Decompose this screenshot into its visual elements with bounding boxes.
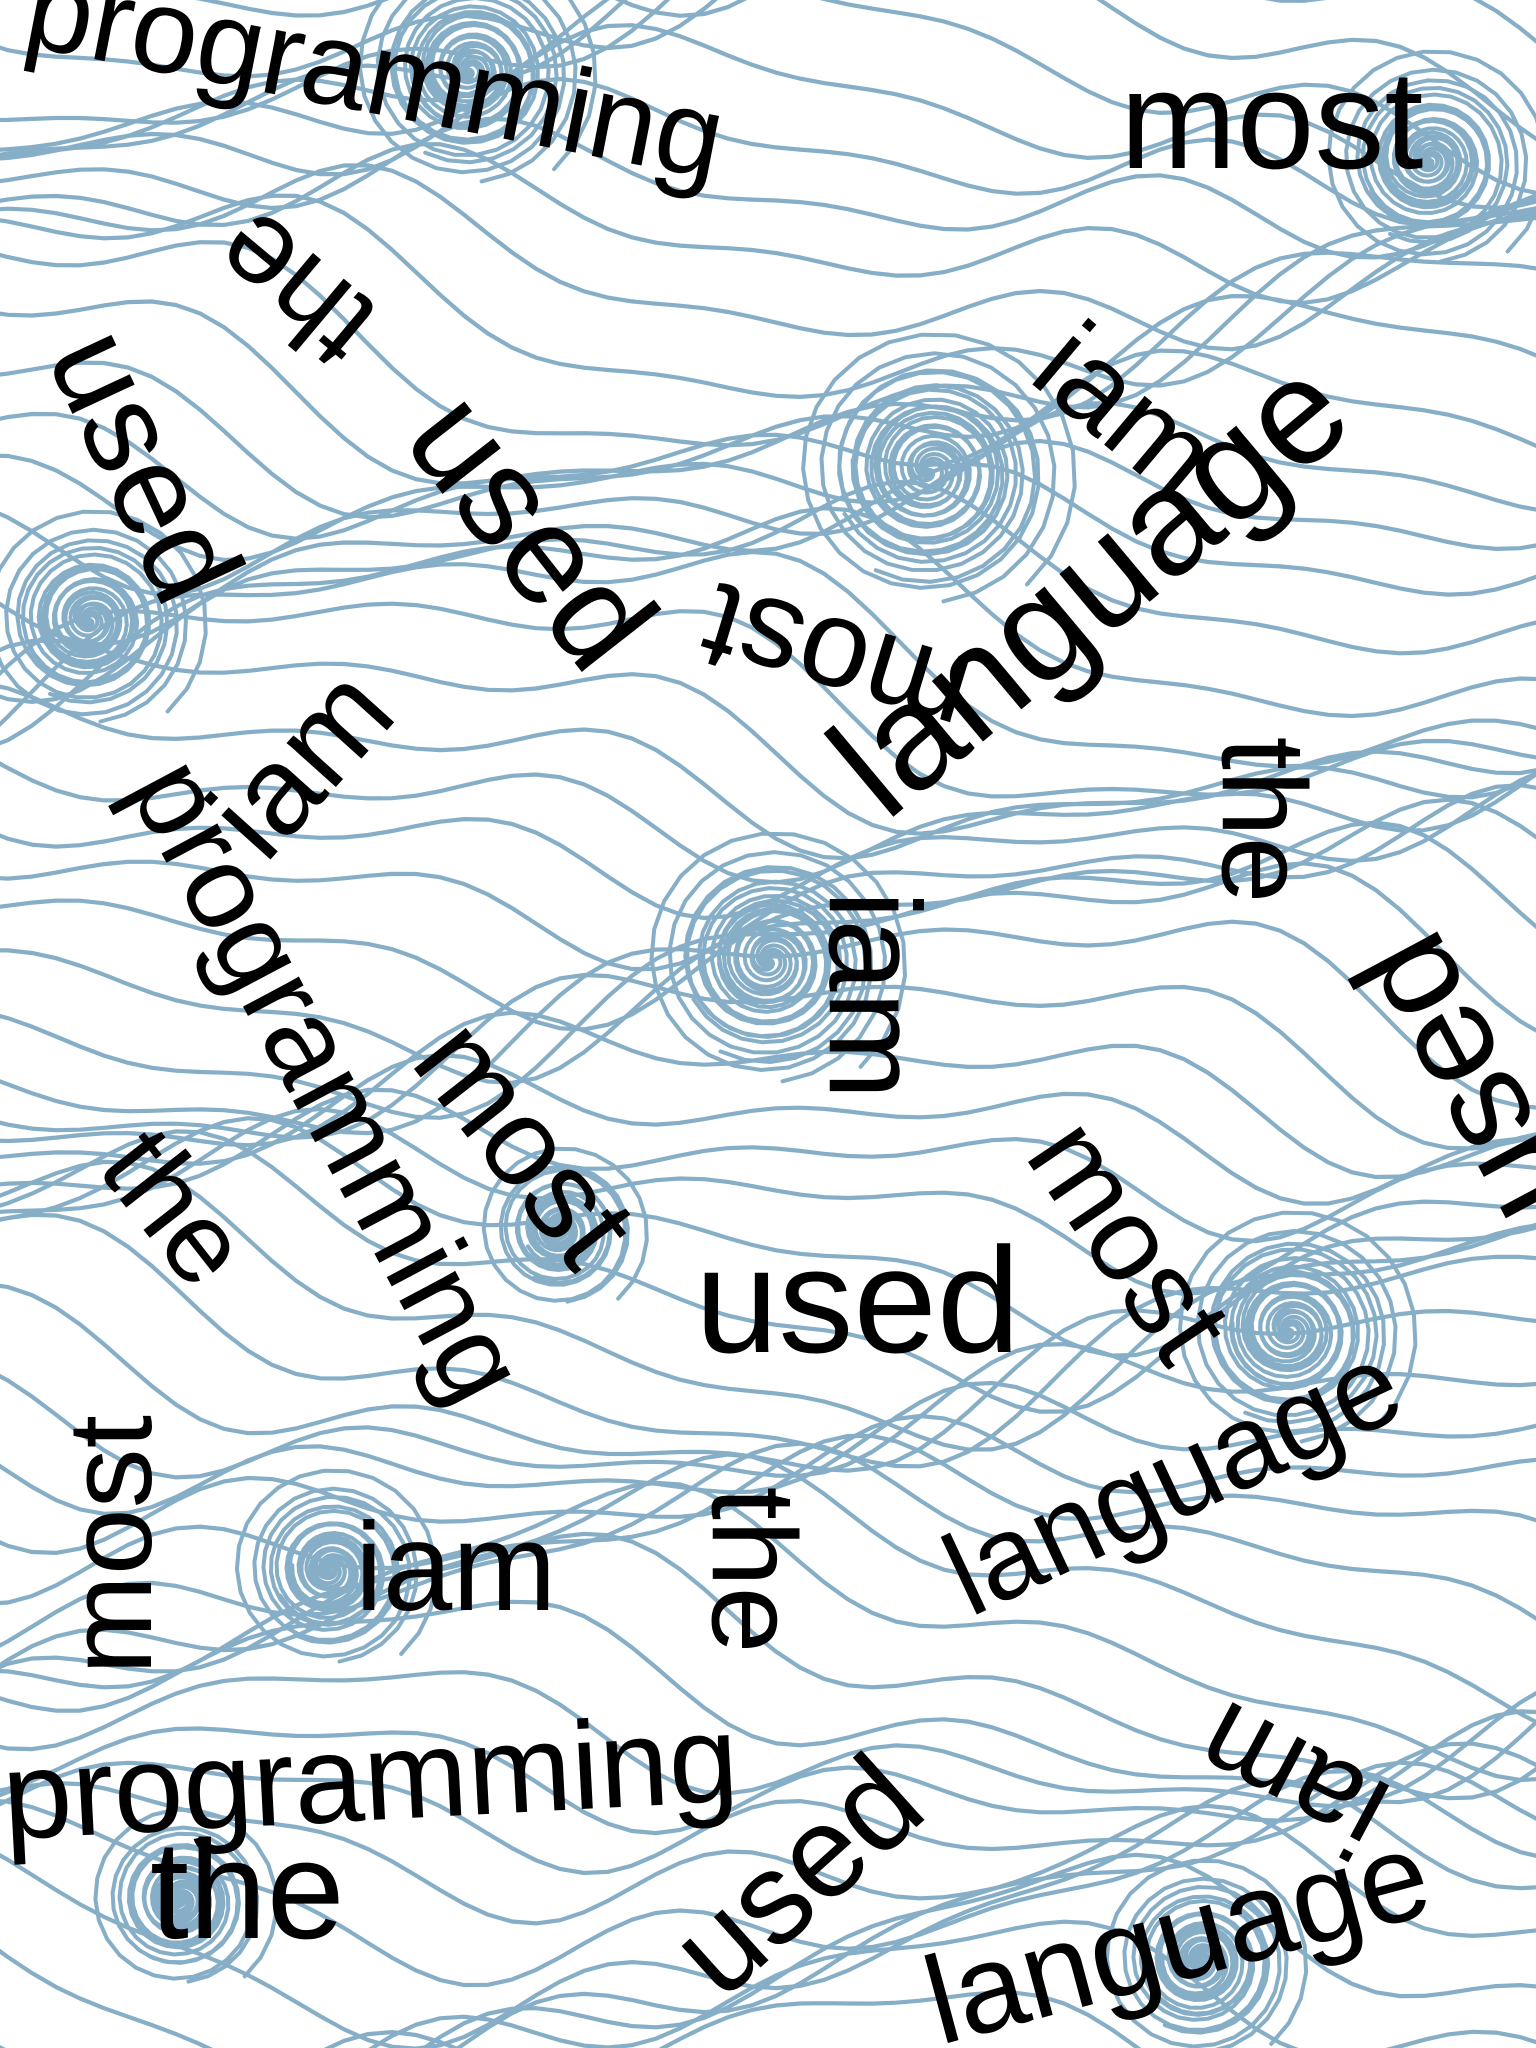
wave-line (0, 1709, 1536, 1836)
wave-line (0, 401, 1536, 563)
wave-line (392, 0, 559, 165)
wave-line (540, 1213, 578, 1249)
wave-line (0, 1599, 1536, 1805)
wave-line (0, 1768, 1536, 1988)
wave-line (1160, 1927, 1236, 1998)
wave-line (685, 868, 868, 1065)
wave-line (0, 506, 1536, 746)
wave-line (0, 76, 1536, 228)
wave-line (0, 1670, 1536, 1809)
wave-line (691, 886, 849, 1045)
wave-line (0, 1760, 1536, 1926)
word-most-top-right: most (1120, 41, 1424, 198)
wave-line (0, 215, 1536, 448)
wave-line (0, 250, 1536, 486)
wave-line (0, 820, 1536, 1085)
wave-line (1212, 1247, 1379, 1425)
wave-line (0, 684, 1536, 861)
wave-line (0, 861, 1536, 1120)
wave-line (850, 404, 1001, 545)
wave-line (0, 116, 1536, 260)
wave-line (700, 902, 832, 1026)
wave-line (0, 1441, 1536, 1648)
word-most-left-vertical-bottom: most (43, 1414, 178, 1676)
wave-line (0, 782, 1536, 972)
wave-line (1220, 1264, 1360, 1405)
wave-line (0, 163, 1536, 352)
wave-line (0, 1803, 1536, 2048)
wave-line (0, 23, 1536, 211)
wave-line (0, 293, 1536, 520)
wave-line (0, 0, 1536, 195)
word-the-center-lower-vertical: the (686, 1486, 821, 1654)
wave-line (150, 1875, 207, 1929)
wave-line (40, 578, 135, 667)
word-the-right-vertical: the (1196, 736, 1331, 904)
word-the-bottom-left: the (150, 1811, 345, 1968)
wave-line (0, 193, 1536, 400)
wave-line (400, 4, 540, 145)
wave-line (0, 0, 1536, 157)
wave-line (1360, 85, 1510, 245)
wave-line (0, 1531, 1536, 1801)
wave-line (1230, 1280, 1343, 1387)
wave-line (0, 1433, 1536, 1606)
wave-line (0, 461, 1536, 647)
wave-line (0, 1413, 1536, 1556)
wave-line (0, 1480, 1536, 1783)
wave-line (195, 0, 748, 18)
wave-line (842, 387, 1018, 564)
wave-line (410, 20, 523, 127)
wave-line (0, 1741, 1536, 1876)
word-iam-center-vertical: iam (801, 890, 948, 1100)
wave-line (20, 545, 170, 705)
wave-line (0, 1852, 1536, 2048)
wave-line (0, 0, 719, 79)
word-used-center: used (695, 1216, 1021, 1384)
wave-line (290, 1537, 366, 1608)
wave-line (0, 0, 1536, 125)
word-iam-lower-left: iam (355, 1498, 557, 1637)
wave-line (137, 1859, 223, 1947)
wave-line (323, 1990, 1142, 2048)
wave-line (368, 1919, 1536, 2048)
wave-line (0, 1452, 1536, 1725)
wave-line (1380, 118, 1475, 207)
wave-line (0, 348, 1536, 541)
wave-line (252, 1486, 419, 1664)
wave-line (0, 601, 1536, 799)
wave-line (837, 370, 1038, 584)
wave-line (1122, 1876, 1289, 2048)
